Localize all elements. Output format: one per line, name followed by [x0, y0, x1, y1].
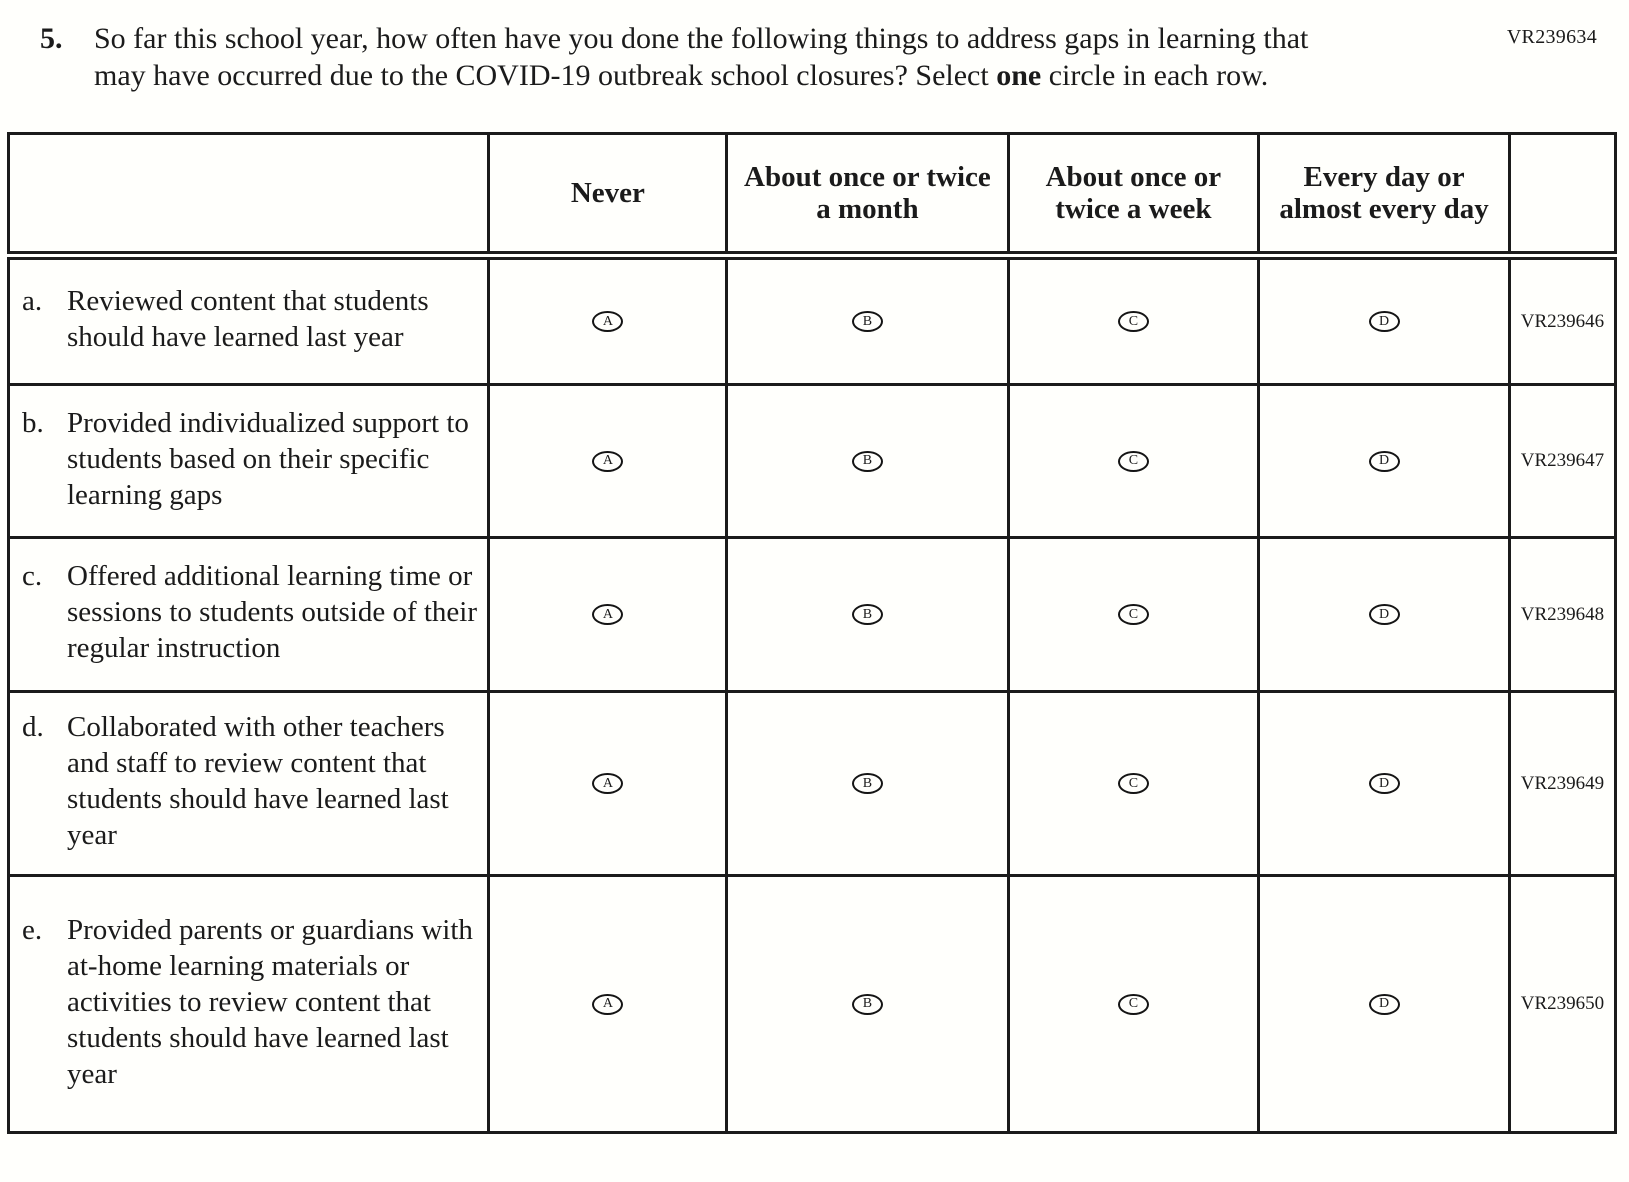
- every-day-option-cell: D: [1257, 254, 1511, 387]
- column-header-never: Never: [487, 132, 729, 261]
- option-a-radio[interactable]: A: [592, 993, 624, 1015]
- row-code: VR239649: [1507, 690, 1618, 878]
- option-a-radio[interactable]: A: [592, 450, 624, 472]
- empty-stub-header-cell: [6, 132, 491, 261]
- once-twice-month-option-cell: B: [725, 536, 1010, 694]
- table-row: a. Reviewed content that students should…: [6, 254, 1618, 387]
- option-b-radio[interactable]: B: [851, 604, 883, 626]
- once-twice-week-option-cell: C: [1006, 254, 1261, 387]
- option-c-radio[interactable]: C: [1117, 604, 1149, 626]
- option-a-radio[interactable]: A: [592, 311, 624, 333]
- row-letter: d.: [22, 711, 44, 744]
- never-option-cell: A: [487, 690, 729, 878]
- every-day-option-cell: D: [1257, 874, 1511, 1135]
- question-text: So far this school year, how often have …: [94, 21, 1359, 94]
- every-day-option-cell: D: [1257, 383, 1511, 540]
- option-d-radio[interactable]: D: [1368, 450, 1400, 472]
- question-text-bold-one: one: [996, 58, 1042, 92]
- never-option-cell: A: [487, 383, 729, 540]
- once-twice-month-option-cell: B: [725, 690, 1010, 878]
- row-code: VR239650: [1507, 874, 1618, 1135]
- never-option-cell: A: [487, 536, 729, 694]
- column-header-once-twice-week: About once or twice a week: [1006, 132, 1261, 261]
- table-row: b. Provided individualized support to st…: [6, 383, 1618, 540]
- table-row: d. Collaborated with other teachers and …: [6, 690, 1618, 878]
- option-b-radio[interactable]: B: [851, 311, 883, 333]
- questionnaire-page: VR239634 5. So far this school year, how…: [0, 21, 1629, 1182]
- header-row: Never About once or twice a month About …: [6, 132, 1618, 261]
- response-grid: Never About once or twice a month About …: [6, 132, 1618, 1135]
- option-c-radio[interactable]: C: [1117, 311, 1149, 333]
- once-twice-month-option-cell: B: [725, 254, 1010, 387]
- question-text-start: So far this school year, how often have …: [94, 22, 1309, 92]
- row-text: Provided parents or guardians with at-ho…: [67, 913, 473, 1090]
- row-code: VR239646: [1507, 254, 1618, 387]
- row-letter: b.: [22, 406, 44, 439]
- option-d-radio[interactable]: D: [1368, 604, 1400, 626]
- question-text-end: circle in each row.: [1041, 58, 1269, 92]
- option-b-radio[interactable]: B: [851, 450, 883, 472]
- row-text: Provided individualized support to stude…: [67, 406, 469, 511]
- every-day-option-cell: D: [1257, 536, 1511, 694]
- once-twice-week-option-cell: C: [1006, 874, 1261, 1135]
- item-cell: d. Collaborated with other teachers and …: [6, 690, 491, 878]
- item-cell: a. Reviewed content that students should…: [6, 254, 491, 387]
- question-block: 5. So far this school year, how often ha…: [40, 21, 1370, 94]
- empty-code-header-cell: [1507, 132, 1618, 261]
- every-day-option-cell: D: [1257, 690, 1511, 878]
- row-text: Offered additional learning time or sess…: [67, 560, 478, 665]
- option-c-radio[interactable]: C: [1117, 993, 1149, 1015]
- never-option-cell: A: [487, 254, 729, 387]
- once-twice-week-option-cell: C: [1006, 383, 1261, 540]
- option-a-radio[interactable]: A: [592, 773, 624, 795]
- row-code: VR239648: [1507, 536, 1618, 694]
- option-c-radio[interactable]: C: [1117, 773, 1149, 795]
- row-code: VR239647: [1507, 383, 1618, 540]
- option-d-radio[interactable]: D: [1368, 993, 1400, 1015]
- once-twice-week-option-cell: C: [1006, 690, 1261, 878]
- table-row: e. Provided parents or guardians with at…: [6, 874, 1618, 1135]
- row-letter: c.: [22, 560, 43, 593]
- item-cell: e. Provided parents or guardians with at…: [6, 874, 491, 1135]
- option-c-radio[interactable]: C: [1117, 450, 1149, 472]
- question-number: 5.: [40, 22, 63, 55]
- row-letter: e.: [22, 913, 43, 946]
- once-twice-month-option-cell: B: [725, 383, 1010, 540]
- option-d-radio[interactable]: D: [1368, 773, 1400, 795]
- row-letter: a.: [22, 285, 43, 318]
- option-b-radio[interactable]: B: [851, 773, 883, 795]
- once-twice-week-option-cell: C: [1006, 536, 1261, 694]
- item-cell: c. Offered additional learning time or s…: [6, 536, 491, 694]
- once-twice-month-option-cell: B: [725, 874, 1010, 1135]
- option-b-radio[interactable]: B: [851, 993, 883, 1015]
- column-header-every-day: Every day or almost every day: [1257, 132, 1511, 261]
- table-row: c. Offered additional learning time or s…: [6, 536, 1618, 694]
- option-d-radio[interactable]: D: [1368, 311, 1400, 333]
- never-option-cell: A: [487, 874, 729, 1135]
- row-text: Collaborated with other teachers and sta…: [67, 711, 449, 852]
- option-a-radio[interactable]: A: [592, 604, 624, 626]
- column-header-once-twice-month: About once or twice a month: [725, 132, 1010, 261]
- item-cell: b. Provided individualized support to st…: [6, 383, 491, 540]
- row-text: Reviewed content that students should ha…: [67, 285, 429, 354]
- question-form-code: VR239634: [1506, 26, 1597, 48]
